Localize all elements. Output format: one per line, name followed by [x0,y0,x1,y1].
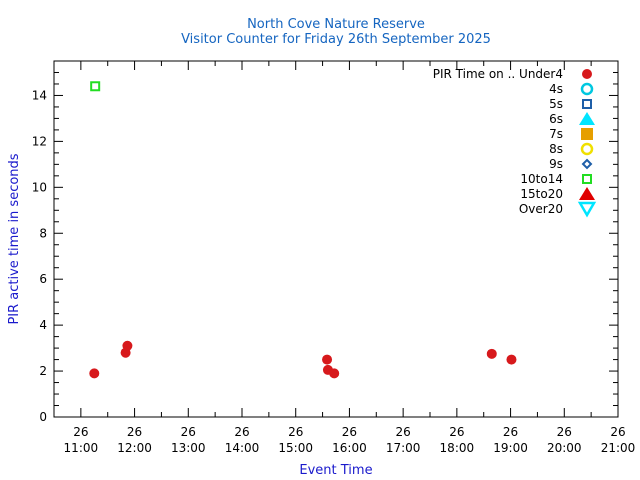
x-tick-label-day: 26 [557,425,572,439]
x-tick-label-day: 26 [181,425,196,439]
x-tick-label-day: 26 [234,425,249,439]
y-tick-label: 8 [39,226,47,240]
x-tick-label-day: 26 [342,425,357,439]
x-tick-label-time: 19:00 [493,441,528,455]
legend-label: 6s [549,112,563,126]
x-tick-label-time: 18:00 [440,441,475,455]
data-point-under4 [506,354,517,365]
legend-label: 5s [549,97,563,111]
x-tick-label-time: 15:00 [278,441,313,455]
plot-area-frame [53,60,619,418]
y-tick-label: 14 [32,88,47,102]
legend-marker [579,112,595,125]
y-axis: 0 2 4 6 8 10 12 14 [32,71,618,424]
data-point-under4 [486,348,497,359]
legend-marker [581,158,593,170]
x-tick-label-day: 26 [503,425,518,439]
x-tick-label-time: 11:00 [64,441,99,455]
legend-label: 9s [549,157,563,171]
chart-subtitle: Visitor Counter for Friday 26th Septembe… [181,32,491,47]
y-tick-label: 12 [32,134,47,148]
x-tick-label-time: 17:00 [386,441,421,455]
x-tick-label-time: 20:00 [547,441,582,455]
x-axis-title: Event Time [299,463,372,478]
x-tick-label-time: 16:00 [332,441,367,455]
y-tick-label: 10 [32,180,47,194]
y-tick-label: 0 [39,410,47,424]
x-tick-label-day: 26 [396,425,411,439]
x-tick-label-day: 26 [610,425,625,439]
x-tick-label-day: 26 [288,425,303,439]
y-tick-label: 4 [39,318,47,332]
legend-marker [577,201,597,218]
legend-label: 7s [549,127,563,141]
legend-label: 15to20 [520,187,563,201]
data-point-under4 [329,368,340,379]
legend-marker [581,128,593,140]
legend-label: 8s [549,142,563,156]
x-tick-label-time: 14:00 [225,441,260,455]
y-tick-label: 2 [39,364,47,378]
x-tick-label-day: 26 [73,425,88,439]
legend-marker [579,187,595,200]
legend-label: 10to14 [520,172,563,186]
legend-label: PIR Time on .. Under4 [433,67,563,81]
legend-label: 4s [549,82,563,96]
x-tick-label-day: 26 [127,425,142,439]
legend: PIR Time on .. Under44s5s6s7s8s9s10to141… [433,67,597,218]
legend-marker [582,99,592,109]
y-tick-label: 6 [39,272,47,286]
data-point-under4 [322,354,333,365]
x-axis: 26 11:00 26 12:00 26 13:00 26 14:00 26 15:00 26 16:… [53,61,636,455]
x-tick-label-time: 13:00 [171,441,206,455]
legend-marker [580,142,594,156]
data-points [89,81,517,379]
data-point-10to14 [90,81,101,92]
x-tick-label-time: 21:00 [601,441,636,455]
x-tick-label-time: 12:00 [117,441,152,455]
legend-marker [582,174,592,184]
x-tick-label-day: 26 [449,425,464,439]
legend-marker [582,69,592,79]
data-point-under4 [89,368,100,379]
data-point-under4 [122,340,133,351]
y-axis-title: PIR active time in seconds [7,153,22,324]
chart-title: North Cove Nature Reserve [247,17,425,32]
legend-label: Over20 [519,202,563,216]
legend-marker [580,82,594,96]
